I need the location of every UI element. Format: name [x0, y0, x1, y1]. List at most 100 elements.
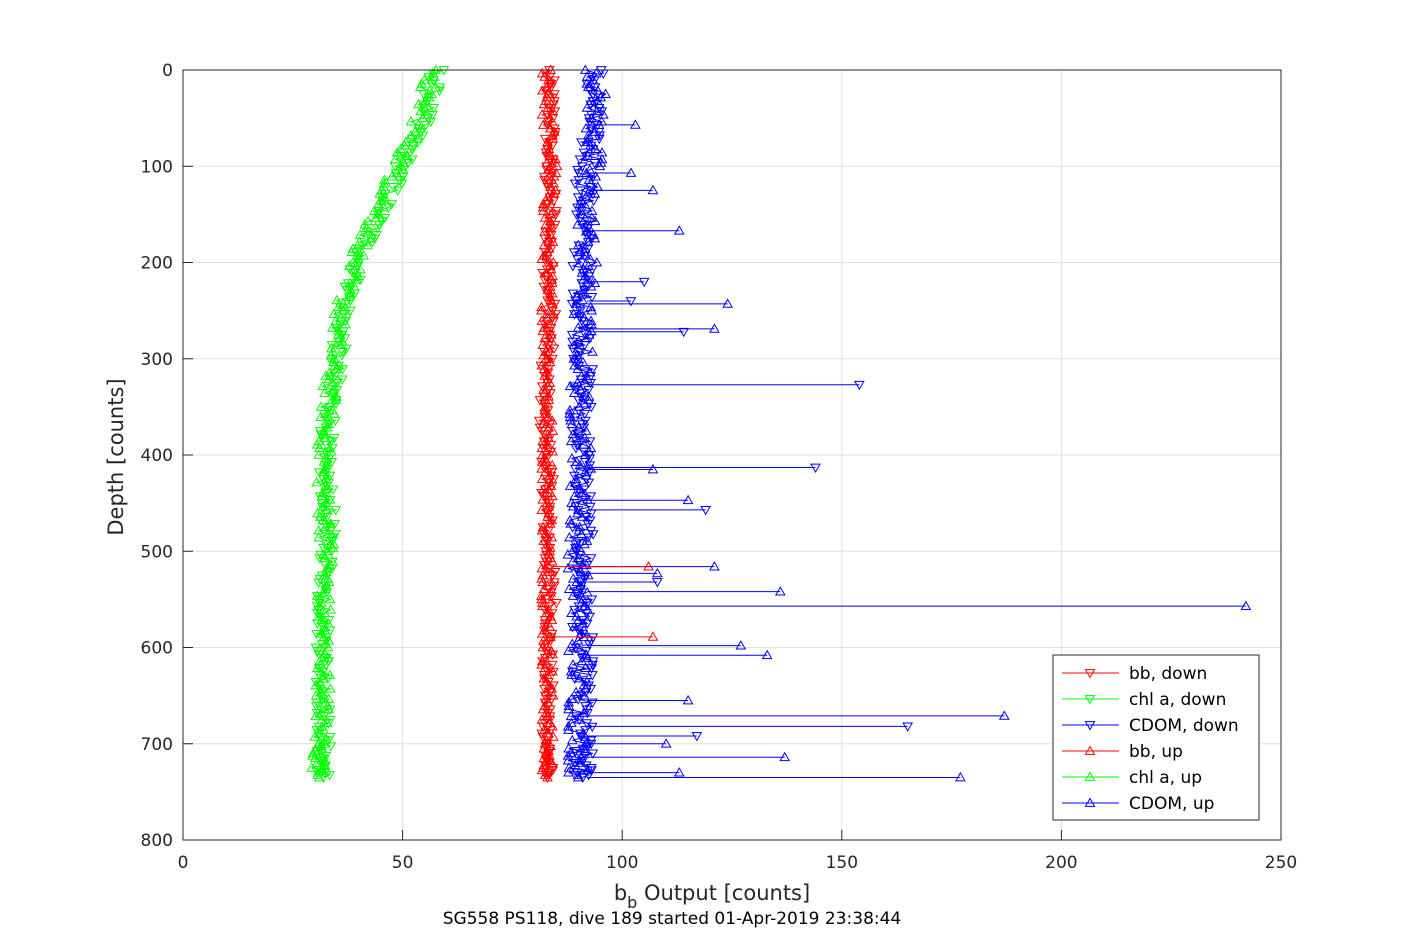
legend-label: bb, up — [1129, 742, 1183, 762]
data-point — [323, 373, 335, 384]
data-point — [587, 749, 599, 759]
data-point — [316, 614, 327, 624]
data-point — [310, 690, 322, 700]
data-point — [322, 545, 334, 556]
data-point — [319, 755, 330, 765]
data-point — [547, 425, 559, 435]
data-point — [581, 332, 592, 342]
data-point — [575, 487, 587, 497]
data-point — [316, 490, 328, 501]
data-point — [538, 384, 549, 394]
data-point — [540, 528, 551, 538]
data-point — [585, 739, 597, 750]
spike-point — [774, 586, 786, 596]
x-tick-label: 0 — [178, 853, 189, 873]
data-point — [313, 578, 324, 588]
data-point — [576, 267, 588, 277]
legend-entry: chl a, down — [1062, 690, 1226, 710]
data-point — [583, 391, 595, 401]
data-point — [572, 641, 583, 652]
data-point — [564, 514, 576, 525]
data-point — [574, 459, 586, 470]
data-point — [324, 397, 336, 408]
data-point — [566, 734, 578, 745]
data-point — [428, 71, 440, 81]
data-point — [546, 116, 558, 126]
x-axis-label: bb Output [counts] — [614, 881, 810, 912]
data-point — [563, 767, 574, 777]
data-point — [322, 641, 334, 652]
series-bb-up — [536, 64, 563, 782]
data-point — [324, 494, 336, 504]
data-point — [541, 157, 553, 167]
data-point — [401, 150, 413, 160]
data-point — [322, 700, 334, 710]
data-point — [533, 416, 545, 427]
data-point — [409, 126, 421, 136]
x-tick-label: 200 — [1045, 853, 1077, 873]
data-point — [574, 384, 586, 394]
spike-point — [643, 561, 654, 571]
data-point — [585, 281, 597, 291]
data-point — [537, 325, 549, 336]
legend-label: CDOM, up — [1129, 794, 1214, 814]
data-point — [351, 274, 363, 284]
data-point — [546, 415, 558, 425]
data-point — [542, 511, 553, 521]
data-point — [541, 707, 553, 717]
y-tick-label: 600 — [141, 639, 173, 659]
data-point — [327, 542, 339, 552]
data-point — [580, 250, 592, 260]
data-point — [536, 659, 548, 669]
data-point — [570, 298, 582, 308]
data-point — [591, 105, 603, 116]
data-point — [547, 648, 558, 659]
data-point — [567, 501, 579, 511]
data-point — [337, 365, 348, 375]
data-point — [586, 293, 598, 303]
data-point — [594, 98, 605, 109]
data-point — [577, 356, 589, 367]
legend-entry: bb, up — [1062, 742, 1183, 762]
x-axis-label-main: b — [614, 881, 627, 905]
y-tick-label: 300 — [141, 350, 173, 370]
data-point — [547, 446, 559, 456]
data-point — [386, 171, 398, 181]
data-point — [434, 86, 445, 97]
data-point — [317, 501, 329, 511]
data-point — [329, 519, 341, 530]
data-point — [319, 432, 331, 442]
data-point — [358, 250, 370, 260]
data-point — [546, 298, 558, 308]
data-point — [582, 708, 593, 719]
data-point — [311, 476, 322, 487]
data-point — [545, 586, 556, 597]
data-point — [578, 439, 590, 449]
data-point — [583, 640, 595, 650]
data-point — [584, 117, 596, 128]
data-point — [542, 318, 554, 329]
data-point — [544, 122, 556, 133]
data-point — [311, 629, 322, 640]
data-point — [313, 531, 325, 542]
data-point — [310, 679, 322, 690]
data-point — [563, 700, 575, 710]
data-point — [321, 504, 333, 514]
data-point — [586, 212, 598, 222]
data-point — [318, 569, 330, 580]
data-point — [537, 494, 549, 504]
data-point — [574, 672, 585, 683]
data-point — [543, 411, 555, 422]
data-point — [582, 604, 594, 614]
data-point — [319, 413, 331, 423]
data-point — [317, 466, 329, 477]
spike-point — [647, 631, 659, 641]
data-point — [414, 81, 426, 92]
data-point — [539, 408, 551, 418]
data-point — [567, 556, 579, 566]
data-point — [565, 435, 577, 446]
data-point — [565, 415, 577, 425]
data-point — [370, 212, 382, 222]
data-point — [546, 459, 558, 470]
data-point — [577, 284, 588, 294]
